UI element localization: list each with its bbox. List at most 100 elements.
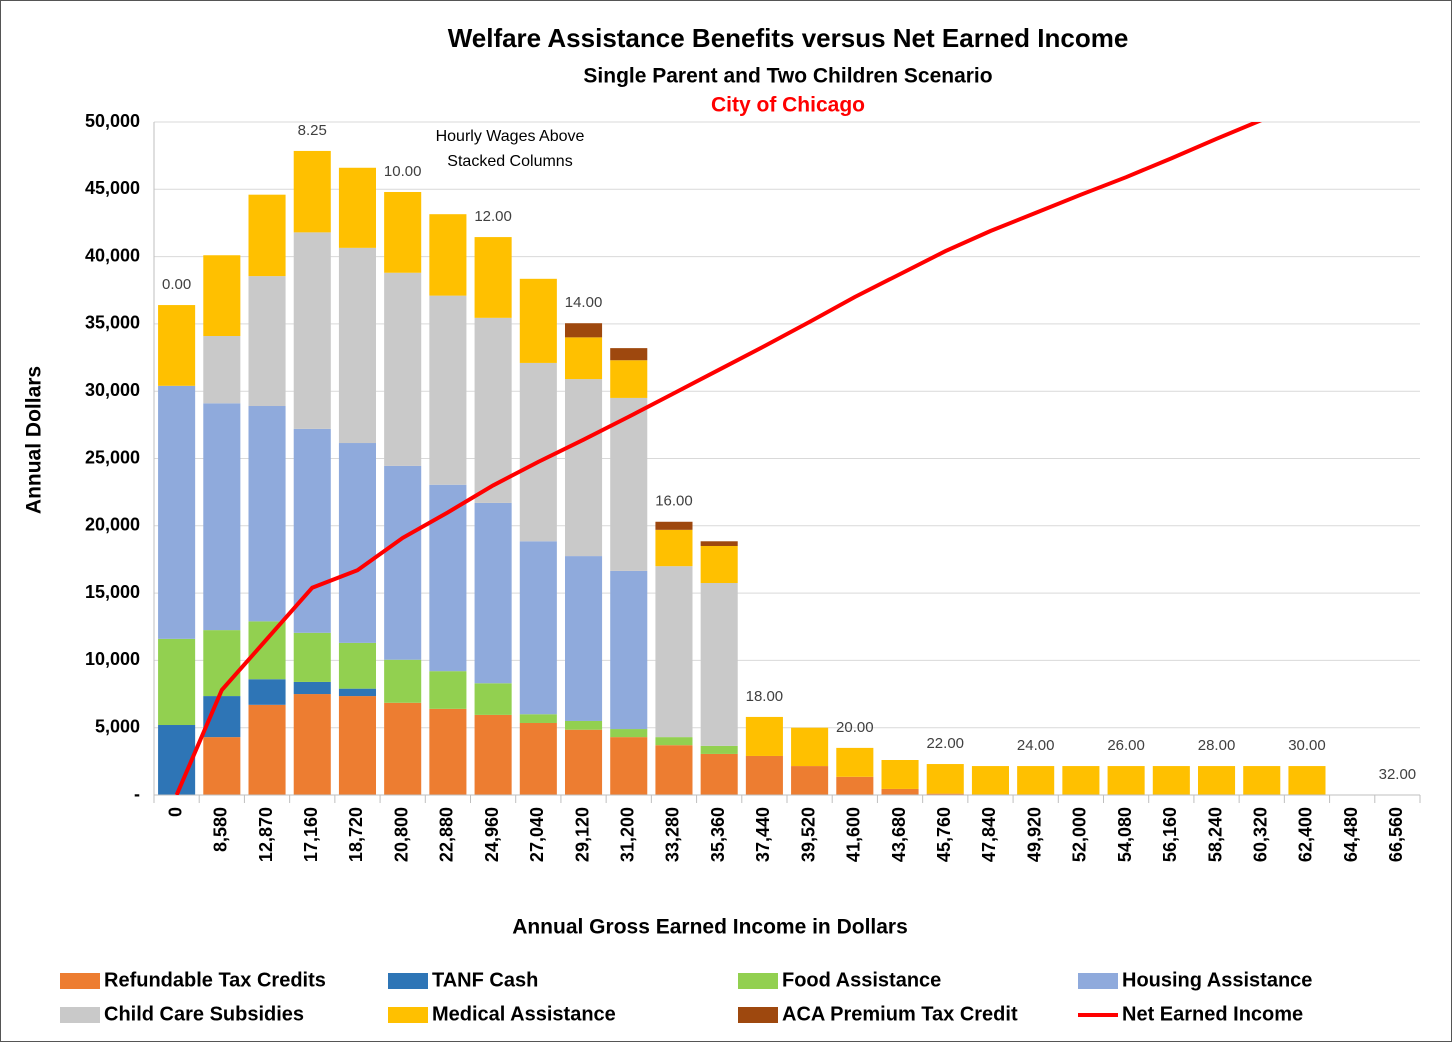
bar-segment [429, 671, 467, 709]
bar-segment [791, 727, 829, 767]
x-tick-label: 20,800 [391, 807, 411, 862]
y-tick-label: 45,000 [85, 178, 140, 198]
bar-segment [1107, 766, 1145, 795]
bar-segment [1197, 766, 1236, 795]
x-tick-label: 52,000 [1070, 807, 1090, 862]
bar-segment [158, 385, 196, 639]
bar-segment [429, 214, 467, 296]
wage-label: 30.00 [1288, 737, 1326, 754]
bar-segment [971, 766, 1010, 795]
legend-swatch [388, 973, 428, 989]
bar-segment [1017, 766, 1055, 795]
bar-segment [564, 729, 603, 795]
wage-label: 18.00 [746, 688, 784, 705]
bar-segment [700, 545, 738, 584]
x-tick-label: 39,520 [798, 807, 818, 862]
bar-segment [248, 704, 286, 795]
x-tick-label: 37,440 [753, 807, 773, 862]
wage-label: 16.00 [655, 493, 693, 510]
bar-segment [655, 521, 693, 530]
bar-segment [248, 406, 286, 622]
bar-segment [384, 465, 422, 660]
bar-segment [293, 632, 331, 682]
x-tick-label: 29,120 [572, 807, 592, 862]
legend-swatch [388, 1007, 428, 1023]
y-tick-label: 20,000 [85, 515, 140, 535]
legend-swatch [738, 1007, 778, 1023]
bar-segment [203, 630, 241, 697]
bar-segment [203, 336, 241, 404]
bar-segment [384, 191, 422, 273]
bar-segment [158, 638, 196, 726]
wage-label: 8.25 [298, 122, 327, 139]
legend-label: Food Assistance [782, 969, 941, 991]
x-tick-label: 27,040 [527, 807, 547, 862]
bar-segment [248, 679, 286, 705]
bar-segment [1062, 766, 1100, 795]
bar-segment [700, 753, 738, 795]
bar-segment [293, 150, 331, 233]
wage-label: 14.00 [565, 294, 603, 311]
chart-subtitle: Single Parent and Two Children Scenario [583, 65, 992, 88]
bar-segment [700, 583, 738, 746]
x-tick-label: 12,870 [256, 807, 276, 862]
legend-label: ACA Premium Tax Credit [782, 1003, 1018, 1025]
y-tick-label: 10,000 [85, 649, 140, 669]
bar-segment [519, 541, 557, 715]
chart-title: Welfare Assistance Benefits versus Net E… [448, 23, 1129, 53]
bar-segment [338, 247, 377, 444]
x-tick-label: 49,920 [1024, 807, 1044, 862]
legend-swatch [1078, 973, 1118, 989]
bar-segment [519, 278, 557, 363]
bar-segment [926, 793, 964, 795]
bar-segment [700, 541, 738, 546]
x-tick-label: 31,200 [618, 807, 638, 862]
annotation: Hourly Wages Above [436, 128, 585, 145]
bar-segment [881, 760, 919, 789]
wage-label: 28.00 [1198, 737, 1236, 754]
x-tick-label: 56,160 [1160, 807, 1180, 862]
bar-segment [836, 747, 874, 777]
x-tick-label: 8,580 [211, 807, 231, 852]
wage-label: 32.00 [1379, 766, 1417, 783]
bar-segment [564, 323, 603, 338]
wage-label: 12.00 [474, 208, 512, 225]
bar-segment [338, 688, 377, 697]
bar-segment [564, 337, 603, 380]
legend-swatch [60, 973, 100, 989]
x-tick-label: 18,720 [346, 807, 366, 862]
bar-segment [610, 570, 648, 730]
x-tick-label: 66,560 [1386, 807, 1406, 862]
bar-segment [881, 788, 919, 795]
y-tick-label: 35,000 [85, 313, 140, 333]
net-income-line [174, 122, 1263, 795]
y-tick-label: 15,000 [85, 582, 140, 602]
bar-segment [474, 237, 512, 318]
bar-segment [384, 272, 422, 466]
bar-segment [474, 502, 512, 684]
bar-segment [474, 317, 512, 503]
x-tick-label: 33,280 [663, 807, 683, 862]
y-tick-label: 40,000 [85, 245, 140, 265]
bar-segment [384, 702, 422, 795]
y-axis-title: Annual Dollars [23, 366, 46, 514]
legend-label: Housing Assistance [1122, 969, 1312, 991]
bar-segment [564, 556, 603, 721]
bar-segment [655, 737, 693, 746]
wage-label: 0.00 [162, 276, 191, 293]
bar-segment [745, 755, 783, 795]
x-tick-label: 43,680 [889, 807, 909, 862]
x-tick-label: 54,080 [1115, 807, 1135, 862]
legend-swatch [738, 973, 778, 989]
bar-segment [519, 362, 557, 542]
y-tick-label: - [134, 784, 140, 804]
bar-segment [745, 716, 783, 756]
bar-segment [338, 642, 377, 689]
bar-segment [655, 745, 693, 795]
bar-segment [564, 720, 603, 730]
x-axis-title: Annual Gross Earned Income in Dollars [512, 916, 908, 939]
bar-segment [429, 708, 467, 795]
bar-segment [791, 766, 829, 795]
x-tick-label: 62,400 [1296, 807, 1316, 862]
